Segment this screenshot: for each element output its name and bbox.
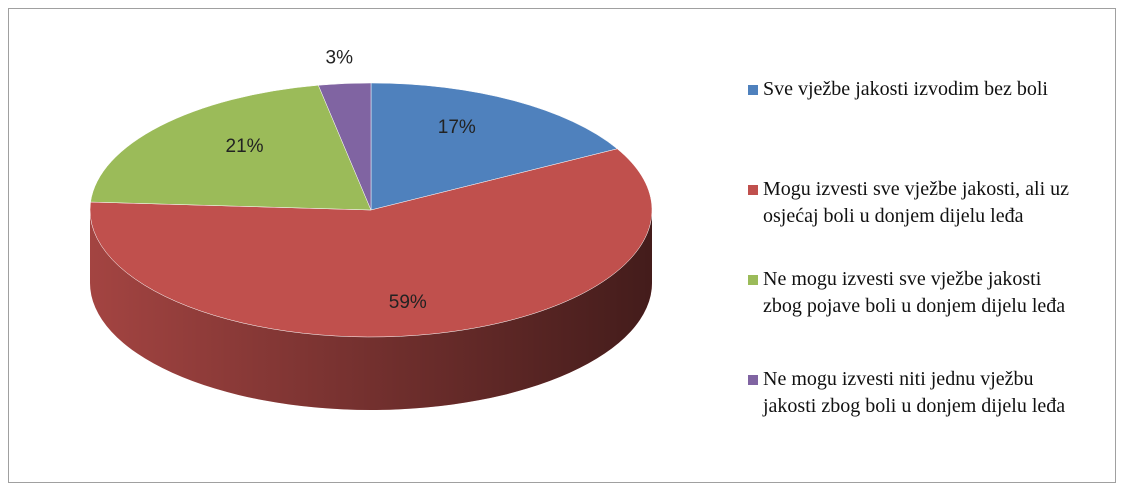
slice (317, 82, 372, 211)
slice (89, 148, 653, 338)
legend-swatch (748, 185, 758, 195)
legend-swatch (748, 275, 758, 285)
slice-side-shade (90, 210, 652, 410)
legend-label: Mogu izvesti sve vježbe jakosti, ali uz … (763, 178, 1070, 227)
slice (370, 82, 618, 211)
legend-swatch (748, 85, 758, 95)
slice (90, 84, 372, 211)
data-label: 21% (226, 136, 264, 157)
legend-label: Ne mogu izvesti niti jednu vježbu jakost… (763, 368, 1066, 417)
legend-label: Ne mogu izvesti sve vježbe jakosti zbog … (763, 268, 1066, 317)
legend-item: Sve vježbe jakosti izvodim bez boli (748, 76, 1048, 103)
data-label: 17% (438, 117, 476, 138)
legend-label: Sve vježbe jakosti izvodim bez boli (763, 78, 1048, 100)
data-label: 59% (389, 292, 427, 313)
data-label: 3% (326, 47, 354, 68)
legend-item: Mogu izvesti sve vježbe jakosti, ali uz … (748, 176, 1078, 230)
legend-item: Ne mogu izvesti niti jednu vježbu jakost… (748, 366, 1078, 420)
legend-swatch (748, 375, 758, 385)
legend-item: Ne mogu izvesti sve vježbe jakosti zbog … (748, 266, 1078, 320)
